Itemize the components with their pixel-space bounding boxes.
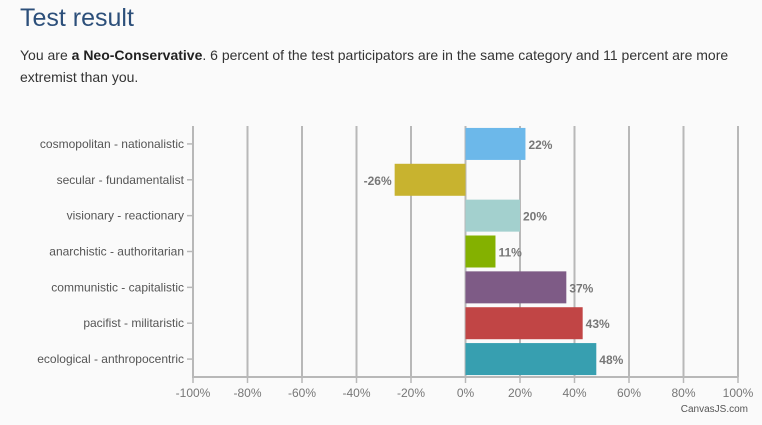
result-description: You are a Neo-Conservative. 6 percent of… — [20, 44, 740, 88]
data-label: 22% — [528, 138, 552, 152]
bar — [465, 307, 583, 340]
x-tick-label: -40% — [342, 386, 370, 400]
x-tick-label: 100% — [723, 386, 754, 400]
category-label: anarchistic - authoritarian — [49, 245, 184, 259]
data-label: 37% — [569, 281, 593, 295]
category-label: communistic - capitalistic — [51, 280, 184, 294]
result-category: a Neo-Conservative — [71, 47, 203, 63]
x-tick-label: 60% — [617, 386, 641, 400]
category-label: secular - fundamentalist — [57, 173, 185, 187]
category-label: cosmopolitan - nationalistic — [40, 137, 184, 151]
bar — [394, 163, 466, 196]
x-tick-label: -100% — [176, 386, 211, 400]
data-label: 43% — [586, 317, 610, 331]
intro-prefix: You are — [20, 47, 72, 63]
data-label: -26% — [364, 174, 392, 188]
data-label: 20% — [523, 210, 547, 224]
x-tick-label: -20% — [397, 386, 425, 400]
bar — [465, 235, 496, 268]
x-tick-label: 20% — [508, 386, 532, 400]
x-tick-label: -80% — [233, 386, 261, 400]
page-title: Test result — [20, 4, 134, 32]
category-label: visionary - reactionary — [67, 209, 184, 223]
bar — [465, 127, 526, 160]
x-tick-label: -60% — [288, 386, 316, 400]
bar — [465, 271, 567, 304]
data-label: 11% — [498, 246, 522, 260]
category-label: pacifist - militaristic — [83, 316, 184, 330]
chart-axes: -100% -80% -60% -40% -20% 0% 20% 40% 60% 80% 100% c… — [37, 126, 754, 400]
data-label: 48% — [599, 353, 623, 367]
bar — [465, 199, 520, 232]
chart-labels: 22% -26% 20% 11% 37% 43% 48% — [364, 138, 624, 367]
intro-suffix: . 6 percent of the test participators ar… — [20, 47, 729, 85]
x-tick-label: 40% — [562, 386, 586, 400]
x-tick-label: 80% — [671, 386, 695, 400]
x-tick-label: 0% — [457, 386, 475, 400]
bar — [465, 343, 597, 376]
chart-credit[interactable]: CanvasJS.com — [680, 404, 748, 415]
category-label: ecological - anthropocentric — [37, 352, 184, 366]
chart-bars — [394, 127, 597, 376]
